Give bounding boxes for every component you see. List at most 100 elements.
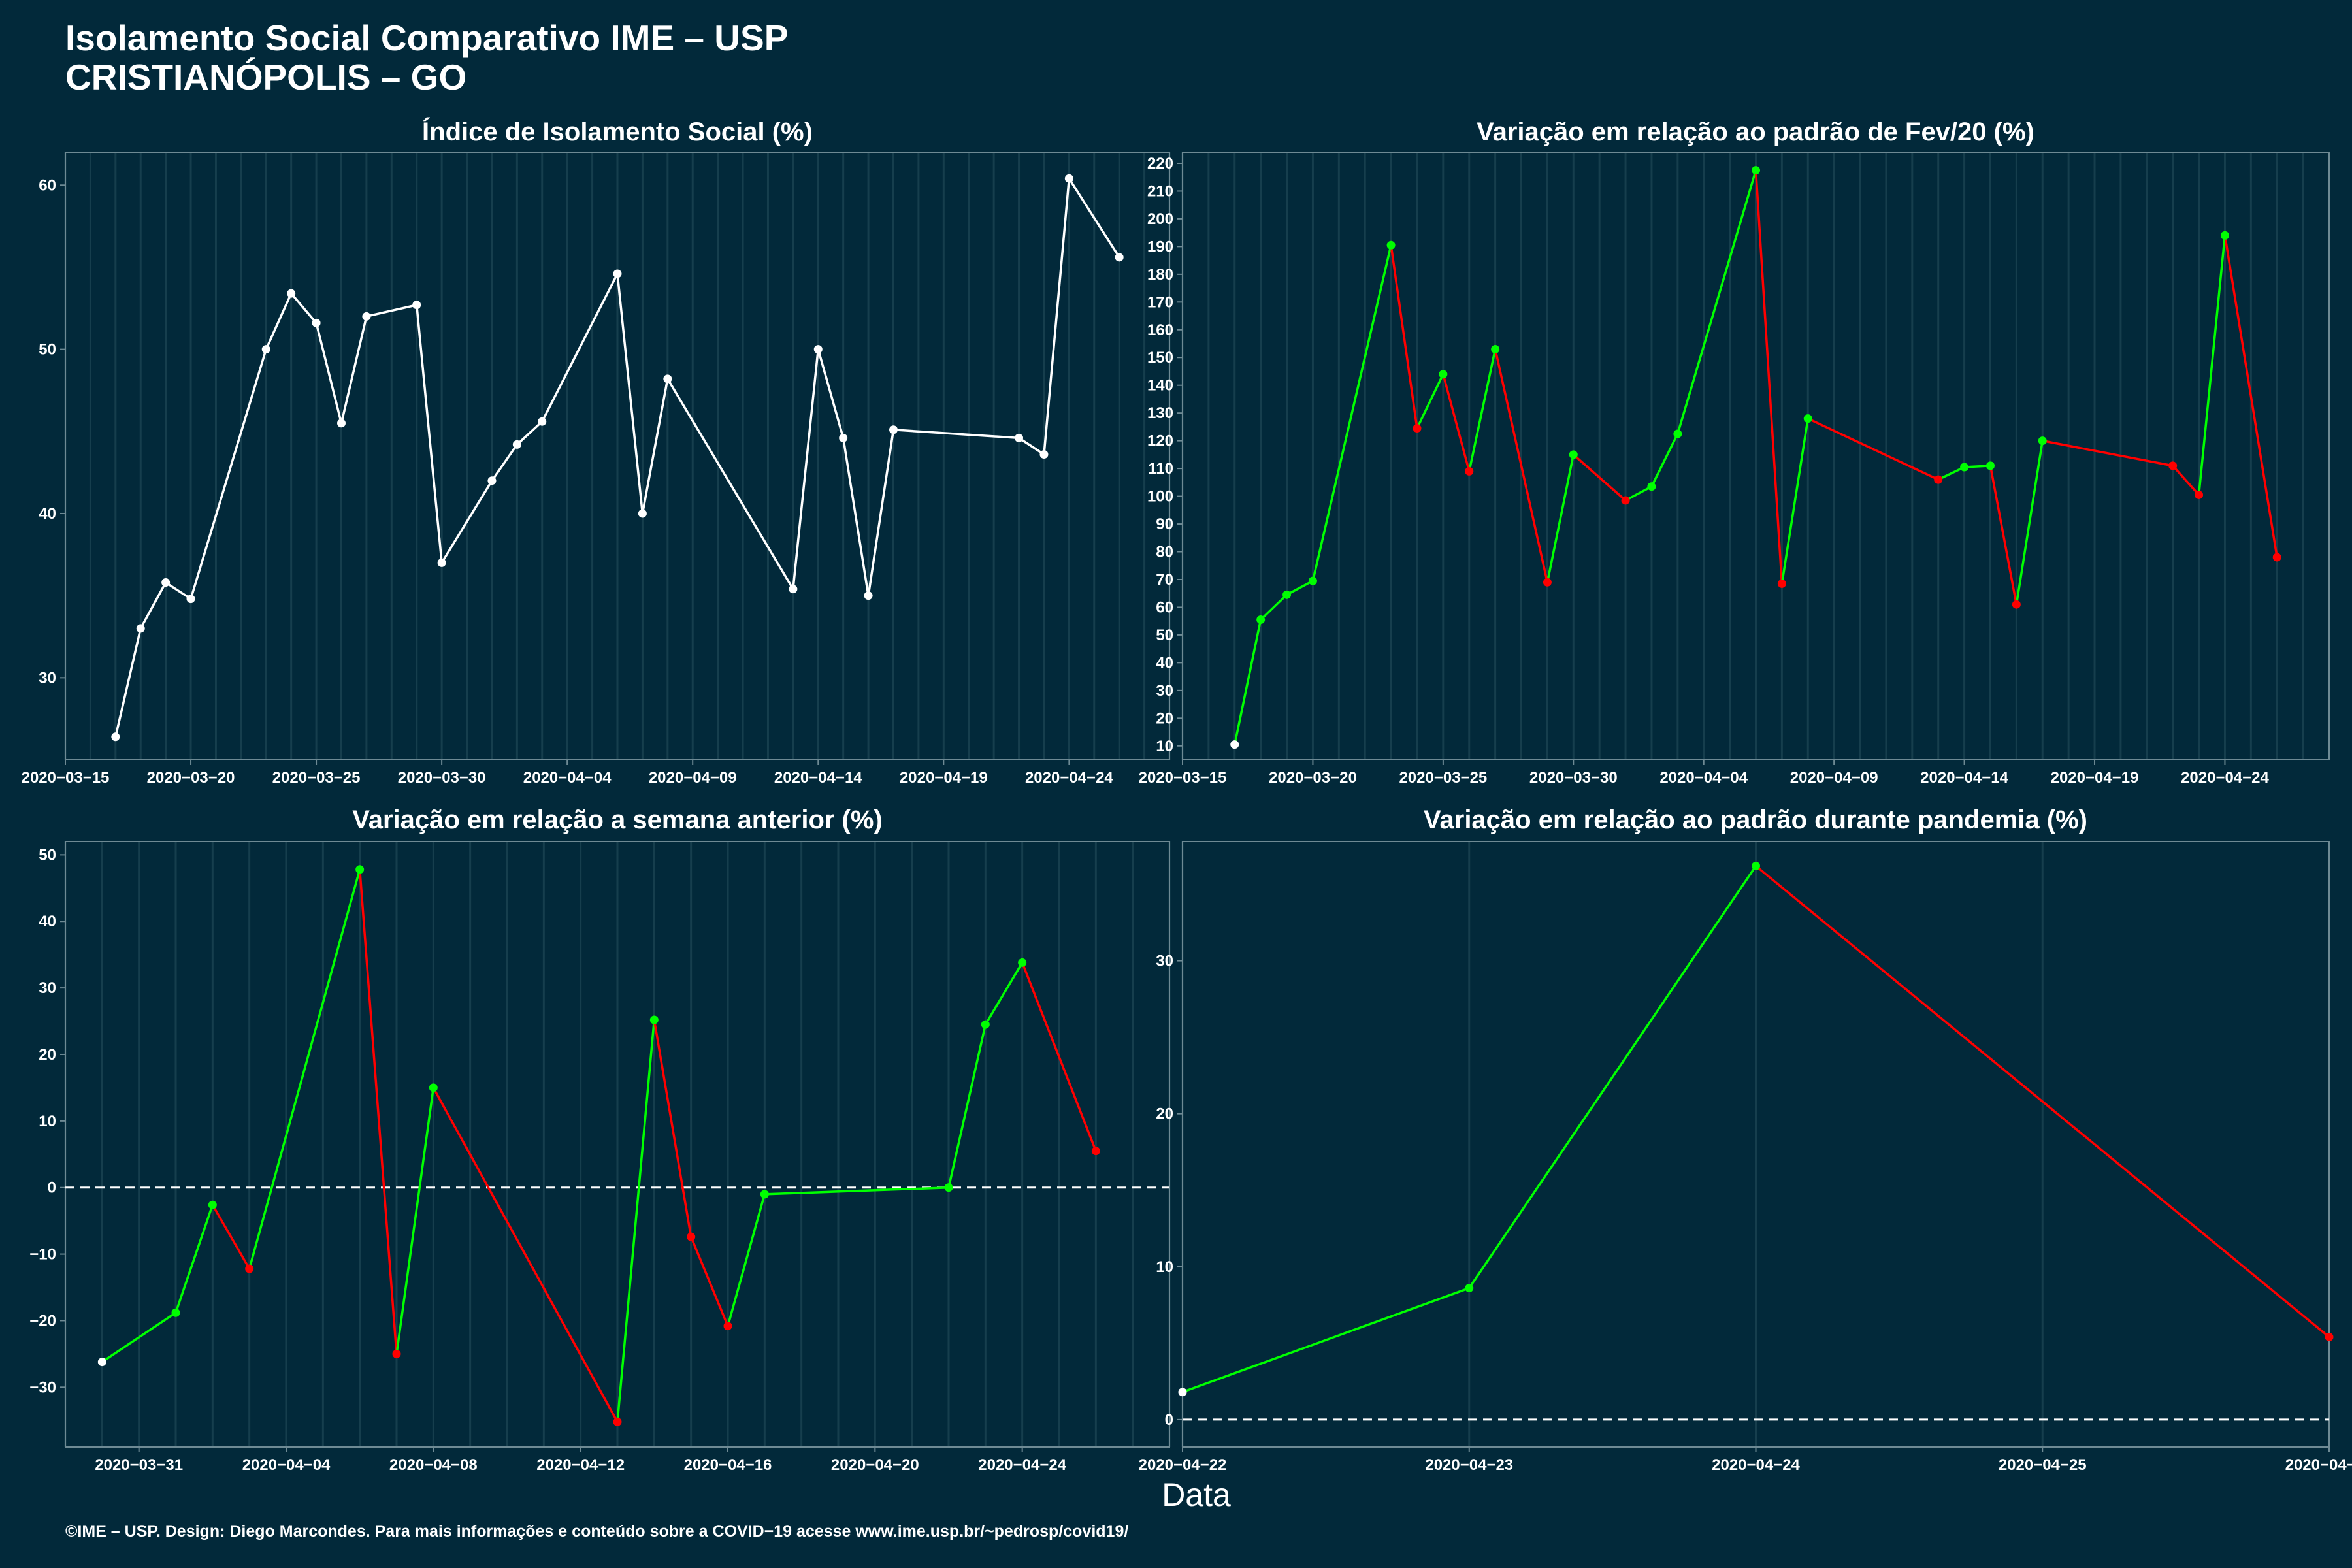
- y-tick-label: 50: [39, 846, 56, 864]
- data-point: [392, 1349, 401, 1358]
- data-point: [487, 476, 497, 485]
- x-tick-label: 2020−04−19: [900, 769, 988, 787]
- series-segment: [1286, 580, 1314, 596]
- series-segment: [1546, 454, 1575, 583]
- series-segment: [1390, 245, 1418, 429]
- y-tick-label: −30: [29, 1379, 56, 1396]
- series-segment: [947, 1024, 987, 1188]
- y-tick-label: 50: [39, 341, 56, 359]
- footer-credits: ©IME – USP. Design: Diego Marcondes. Par…: [65, 1522, 1129, 1541]
- x-tick-label: 2020−04−26: [2285, 1456, 2352, 1474]
- x-tick-label: 2020−04−14: [774, 769, 862, 787]
- series-segment: [1233, 619, 1262, 745]
- x-tick-label: 2020−04−24: [2181, 769, 2269, 787]
- series-segment: [265, 293, 293, 350]
- series-segment: [792, 349, 820, 589]
- data-point: [1039, 449, 1049, 459]
- x-tick-label: 2020−04−09: [1790, 769, 1878, 787]
- y-tick-label: 210: [1147, 182, 1173, 200]
- series-segment: [248, 869, 361, 1269]
- x-tick-label: 2020−04−04: [523, 769, 612, 787]
- y-tick-label: 30: [1156, 953, 1173, 970]
- series-segment: [2172, 465, 2200, 496]
- data-point: [312, 318, 321, 327]
- data-point: [1673, 429, 1682, 438]
- y-tick-label: 0: [1165, 1411, 1173, 1429]
- series-segment: [1468, 865, 1757, 1289]
- y-tick-label: 60: [1156, 598, 1173, 616]
- data-point: [1621, 496, 1630, 505]
- y-tick-label: 110: [1148, 460, 1173, 478]
- y-tick-label: 20: [1156, 710, 1173, 727]
- x-tick-label: 2020−03−25: [272, 769, 361, 787]
- data-point: [1015, 433, 1024, 442]
- x-tick-label: 2020−04−24: [1025, 769, 1113, 787]
- x-axis-label: Data: [1162, 1477, 1231, 1513]
- data-point: [2038, 436, 2047, 446]
- series-segment: [516, 420, 543, 446]
- data-point: [944, 1183, 953, 1192]
- data-point: [1491, 345, 1500, 354]
- x-tick-label: 2020−03−25: [1399, 769, 1487, 787]
- data-point: [161, 578, 171, 587]
- series-segment: [893, 429, 1019, 440]
- y-tick-label: −10: [29, 1246, 56, 1264]
- series-segment: [415, 304, 443, 563]
- data-point: [362, 312, 371, 321]
- data-point: [287, 289, 296, 298]
- series-segment: [315, 322, 343, 424]
- series-segment: [541, 273, 619, 423]
- x-tick-label: 2020−04−22: [1139, 1456, 1227, 1474]
- x-tick-label: 2020−04−08: [389, 1456, 478, 1474]
- x-tick-label: 2020−04−04: [1659, 769, 1748, 787]
- data-point: [1543, 578, 1552, 587]
- y-tick-label: 30: [39, 979, 56, 997]
- series-segment: [211, 1204, 251, 1269]
- data-point: [186, 595, 195, 604]
- data-point: [171, 1308, 180, 1317]
- series-segment: [984, 962, 1024, 1026]
- data-point: [1091, 1147, 1100, 1156]
- chart-title-line1: Isolamento Social Comparativo IME – USP: [65, 18, 789, 58]
- y-tick-label: 30: [39, 669, 56, 687]
- y-tick-label: 10: [39, 1113, 56, 1130]
- data-point: [245, 1264, 254, 1273]
- data-point: [889, 425, 898, 434]
- y-tick-label: 140: [1147, 377, 1173, 395]
- y-tick-label: −20: [29, 1312, 56, 1330]
- y-tick-label: 90: [1156, 515, 1173, 533]
- data-point: [2220, 231, 2229, 240]
- y-tick-label: 10: [1156, 1258, 1173, 1276]
- panel-isolation-index: Índice de Isolamento Social (%) 2020−03−1…: [22, 117, 1171, 787]
- data-point: [2272, 553, 2281, 562]
- data-point: [789, 585, 798, 594]
- series-segment: [366, 304, 417, 318]
- series-segment: [1754, 170, 1784, 584]
- data-point: [1115, 253, 1124, 262]
- y-tick-label: 160: [1147, 321, 1173, 339]
- series-segment: [1468, 349, 1497, 472]
- chart-title-line2: CRISTIANÓPOLIS – GO: [65, 57, 467, 97]
- data-point: [638, 509, 647, 518]
- data-point: [97, 1358, 106, 1367]
- x-tick-label: 2020−04−19: [2051, 769, 2139, 787]
- x-tick-label: 2020−04−24: [1712, 1456, 1800, 1474]
- panel-variation-week: Variação em relação a semana anterior (%…: [29, 806, 1171, 1474]
- y-tick-label: 120: [1147, 433, 1173, 450]
- data-point: [1752, 861, 1760, 870]
- series-segment: [395, 1087, 435, 1354]
- series-segment: [1311, 244, 1392, 581]
- data-point: [261, 345, 270, 354]
- y-tick-label: 100: [1147, 488, 1173, 506]
- data-point: [613, 269, 622, 278]
- series-segment: [101, 1311, 176, 1364]
- y-tick-label: 200: [1147, 210, 1173, 228]
- data-point: [864, 591, 873, 600]
- data-point: [1386, 240, 1396, 250]
- series-segment: [1807, 417, 1939, 481]
- data-point: [1777, 579, 1786, 588]
- data-point: [723, 1322, 732, 1331]
- series-segment: [1416, 373, 1445, 429]
- data-point: [111, 732, 120, 742]
